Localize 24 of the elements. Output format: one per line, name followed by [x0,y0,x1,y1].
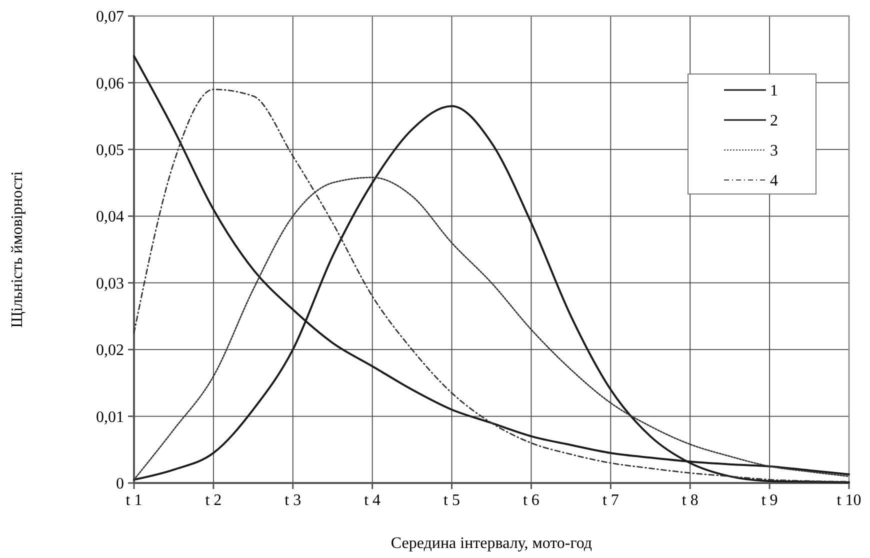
y-tick-label: 0,06 [96,75,124,92]
legend-label: 3 [770,142,778,160]
y-tick-label: 0,05 [96,142,124,160]
x-tick-label: t 6 [522,492,540,509]
x-tick-label: t 8 [682,492,698,509]
y-tick-label: 0,07 [96,8,124,26]
x-tick-label: t 3 [284,492,302,509]
x-axis-title: Середина інтервалу, мото-год [390,535,592,552]
x-tick-label: t 5 [444,492,460,509]
legend-label: 4 [770,172,778,190]
x-tick-label: t 2 [205,492,222,509]
y-tick-label: 0 [116,476,124,493]
y-tick-label: 0,01 [96,408,124,426]
x-tick-label: t 10 [836,492,862,509]
x-tick-label: t 1 [126,492,142,509]
x-tick-label: t 9 [761,492,778,509]
y-tick-label: 0,04 [96,208,124,226]
y-tick-label: 0,02 [96,342,124,360]
legend-label: 2 [770,112,778,130]
legend-label: 1 [770,82,778,100]
x-tick-label: t 4 [364,492,381,509]
y-tick-label: 0,03 [96,275,124,292]
y-axis-title: Щільність ймовірності [9,170,26,328]
x-tick-label: t 7 [602,492,619,509]
